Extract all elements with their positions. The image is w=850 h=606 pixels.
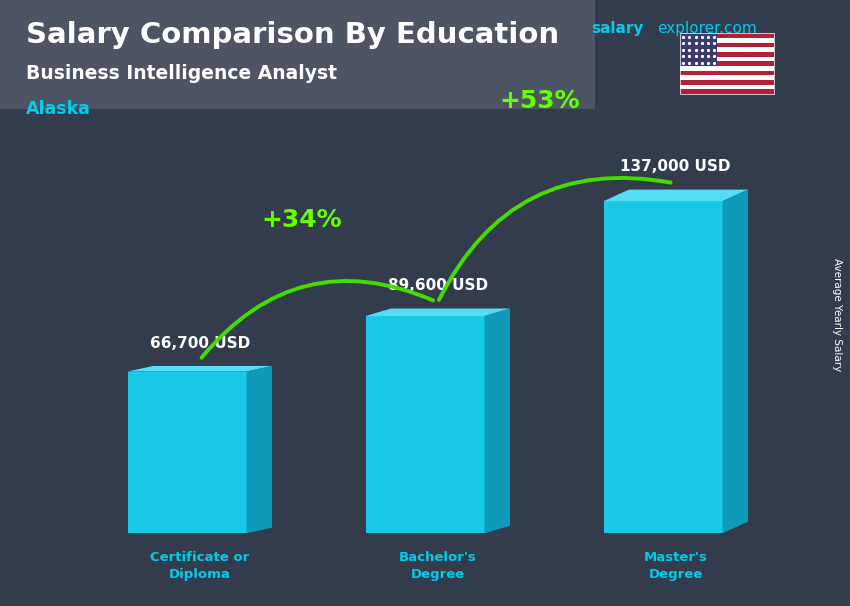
Text: Average Yearly Salary: Average Yearly Salary bbox=[832, 259, 842, 371]
Bar bbox=[680, 85, 774, 89]
Polygon shape bbox=[484, 308, 510, 533]
Polygon shape bbox=[128, 366, 272, 371]
Bar bbox=[680, 66, 774, 71]
Bar bbox=[680, 89, 774, 94]
Polygon shape bbox=[366, 308, 510, 316]
FancyArrowPatch shape bbox=[439, 178, 671, 300]
Polygon shape bbox=[128, 371, 246, 533]
Polygon shape bbox=[366, 316, 484, 533]
Bar bbox=[680, 33, 774, 94]
FancyBboxPatch shape bbox=[0, 0, 595, 109]
Text: 137,000 USD: 137,000 USD bbox=[620, 159, 731, 175]
Bar bbox=[680, 61, 774, 66]
Bar bbox=[680, 47, 774, 52]
Polygon shape bbox=[604, 201, 722, 533]
Text: Salary Comparison By Education: Salary Comparison By Education bbox=[26, 21, 558, 49]
FancyArrowPatch shape bbox=[201, 281, 433, 358]
Text: salary: salary bbox=[591, 21, 643, 36]
Text: Master's
Degree: Master's Degree bbox=[643, 551, 708, 582]
Bar bbox=[680, 38, 774, 42]
Bar bbox=[680, 52, 774, 56]
Bar bbox=[680, 75, 774, 80]
Bar bbox=[680, 33, 774, 38]
Bar bbox=[680, 56, 774, 61]
Polygon shape bbox=[722, 190, 748, 533]
Text: Business Intelligence Analyst: Business Intelligence Analyst bbox=[26, 64, 337, 82]
Polygon shape bbox=[246, 366, 272, 533]
Text: explorer.com: explorer.com bbox=[657, 21, 756, 36]
Text: 89,600 USD: 89,600 USD bbox=[388, 278, 488, 293]
Polygon shape bbox=[604, 190, 748, 201]
Bar bbox=[680, 80, 774, 85]
Text: +34%: +34% bbox=[262, 208, 342, 232]
Bar bbox=[680, 33, 717, 66]
Text: Alaska: Alaska bbox=[26, 100, 90, 118]
Text: +53%: +53% bbox=[500, 89, 580, 113]
Bar bbox=[680, 42, 774, 47]
Text: Bachelor's
Degree: Bachelor's Degree bbox=[399, 551, 477, 582]
Text: Certificate or
Diploma: Certificate or Diploma bbox=[150, 551, 249, 582]
Bar bbox=[680, 71, 774, 75]
Text: 66,700 USD: 66,700 USD bbox=[150, 336, 250, 351]
